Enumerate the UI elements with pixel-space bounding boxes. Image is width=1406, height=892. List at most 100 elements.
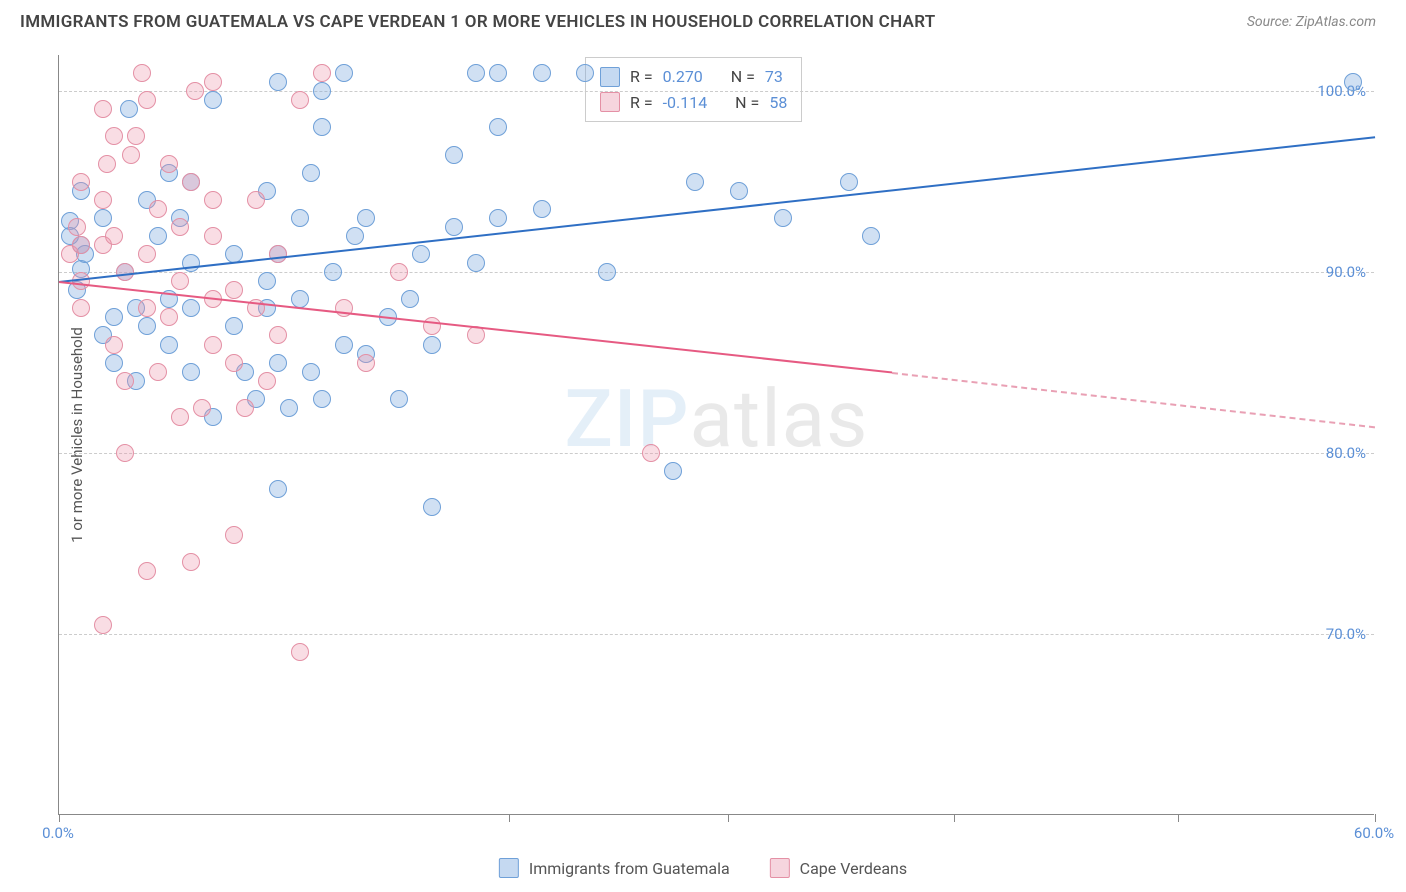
data-point [324, 263, 342, 281]
data-point [94, 191, 112, 209]
data-point [138, 562, 156, 580]
data-point [335, 64, 353, 82]
data-point [313, 82, 331, 100]
data-point [72, 173, 90, 191]
header-row: IMMIGRANTS FROM GUATEMALA VS CAPE VERDEA… [20, 12, 1376, 32]
data-point [105, 127, 123, 145]
x-tick-mark [509, 814, 510, 822]
data-point [122, 146, 140, 164]
source-label: Source: ZipAtlas.com [1247, 14, 1376, 30]
data-point [401, 290, 419, 308]
data-point [138, 245, 156, 263]
x-tick-mark [1375, 814, 1376, 822]
data-point [664, 462, 682, 480]
data-point [182, 299, 200, 317]
data-point [182, 553, 200, 571]
x-tick-label: 60.0% [1354, 824, 1394, 842]
data-point [120, 100, 138, 118]
n-value-1: 73 [765, 64, 783, 90]
x-tick-mark [954, 814, 955, 822]
data-point [258, 372, 276, 390]
data-point [576, 64, 594, 82]
data-point [171, 272, 189, 290]
data-point [357, 209, 375, 227]
data-point [171, 408, 189, 426]
chart-area: 1 or more Vehicles in Household ZIPatlas… [58, 55, 1374, 815]
r-label: R = [630, 64, 653, 90]
data-point [269, 73, 287, 91]
chart-title: IMMIGRANTS FROM GUATEMALA VS CAPE VERDEA… [20, 12, 936, 32]
y-tick-label: 70.0% [1326, 625, 1366, 643]
data-point [774, 209, 792, 227]
legend-label-1: Immigrants from Guatemala [529, 859, 730, 878]
x-tick-mark [59, 814, 60, 822]
data-point [116, 372, 134, 390]
data-point [236, 399, 254, 417]
data-point [138, 317, 156, 335]
data-point [149, 200, 167, 218]
data-point [149, 363, 167, 381]
data-point [313, 390, 331, 408]
data-point [105, 308, 123, 326]
data-point [445, 146, 463, 164]
data-point [467, 254, 485, 272]
data-point [225, 317, 243, 335]
data-point [533, 200, 551, 218]
data-point [686, 173, 704, 191]
swatch-series-2 [600, 92, 620, 112]
gridline-h [59, 634, 1374, 635]
legend-label-2: Cape Verdeans [800, 859, 907, 878]
data-point [291, 91, 309, 109]
data-point [489, 209, 507, 227]
data-point [193, 399, 211, 417]
data-point [138, 299, 156, 317]
data-point [94, 616, 112, 634]
data-point [357, 354, 375, 372]
data-point [186, 82, 204, 100]
gridline-h [59, 91, 1374, 92]
data-point [467, 326, 485, 344]
data-point [412, 245, 430, 263]
x-tick-label: 0.0% [42, 824, 74, 842]
stats-row-series-1: R = 0.270 N = 73 [600, 64, 787, 90]
data-point [160, 336, 178, 354]
n-label: N = [731, 64, 755, 90]
data-point [94, 209, 112, 227]
data-point [269, 245, 287, 263]
x-tick-mark [1178, 814, 1179, 822]
data-point [258, 272, 276, 290]
data-point [182, 254, 200, 272]
x-tick-mark [728, 814, 729, 822]
data-point [72, 236, 90, 254]
data-point [68, 218, 86, 236]
data-point [862, 227, 880, 245]
data-point [105, 227, 123, 245]
gridline-h [59, 272, 1374, 273]
data-point [204, 336, 222, 354]
data-point [269, 326, 287, 344]
data-point [204, 73, 222, 91]
data-point [423, 336, 441, 354]
data-point [182, 173, 200, 191]
legend-bottom: Immigrants from Guatemala Cape Verdeans [499, 858, 907, 878]
data-point [1344, 73, 1362, 91]
data-point [225, 354, 243, 372]
data-point [489, 118, 507, 136]
trend-line [892, 372, 1375, 428]
trend-line [59, 281, 893, 373]
data-point [291, 643, 309, 661]
data-point [302, 363, 320, 381]
y-tick-label: 90.0% [1326, 263, 1366, 281]
data-point [98, 155, 116, 173]
data-point [269, 480, 287, 498]
data-point [302, 164, 320, 182]
data-point [204, 227, 222, 245]
data-point [269, 354, 287, 372]
data-point [171, 218, 189, 236]
data-point [445, 218, 463, 236]
n-value-2: 58 [769, 90, 787, 116]
data-point [204, 191, 222, 209]
data-point [390, 390, 408, 408]
r-value-2: -0.114 [663, 90, 708, 116]
data-point [423, 498, 441, 516]
